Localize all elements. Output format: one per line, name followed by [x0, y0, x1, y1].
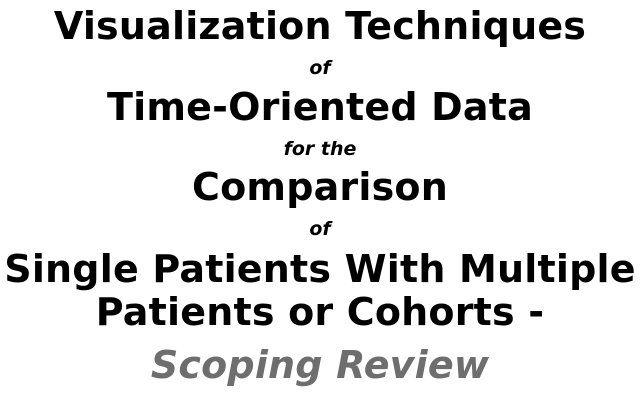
title-connector-of-2: of	[309, 218, 331, 240]
title-line-2: Time-Oriented Data	[107, 85, 533, 129]
subtitle: Scoping Review	[150, 343, 490, 387]
title-line-5: Patients or Cohorts -	[95, 290, 545, 334]
title-connector-for-the: for the	[283, 138, 357, 160]
title-line-3: Comparison	[192, 165, 448, 209]
title-line-4: Single Patients With Multiple	[4, 247, 636, 291]
title-line-1: Visualization Techniques	[53, 4, 587, 48]
title-connector-of-1: of	[309, 57, 331, 79]
